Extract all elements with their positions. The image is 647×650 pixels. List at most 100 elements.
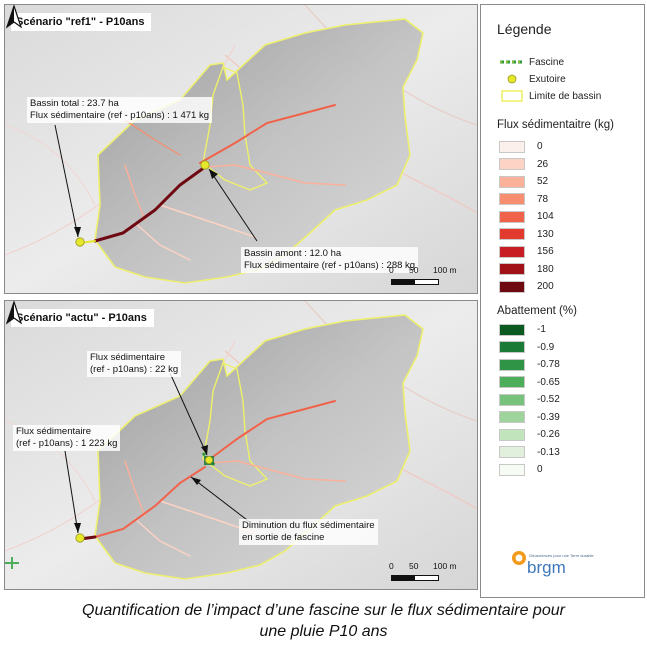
leader-line xyxy=(54,124,79,238)
scale-label: 100 m xyxy=(433,265,457,275)
flux-line xyxy=(159,204,256,238)
abattement-class-label: -0.26 xyxy=(537,429,560,440)
flux-main-channel xyxy=(93,165,207,243)
flux-network xyxy=(79,104,346,261)
edge-mark xyxy=(5,557,19,569)
flux-class-label: 156 xyxy=(537,246,554,257)
outlet-marker-fascine xyxy=(204,455,213,464)
abattement-class-row: -0.26 xyxy=(499,428,560,441)
flux-line xyxy=(134,518,191,557)
exutoire-symbol-icon xyxy=(507,74,517,84)
flux-line xyxy=(199,104,336,164)
flux-swatch xyxy=(499,140,525,153)
outlet-marker-amont xyxy=(200,160,210,170)
abattement-class-label: -0.52 xyxy=(537,394,560,405)
north-arrow-icon xyxy=(5,5,23,29)
scale-bar: 0 50 100 m xyxy=(389,561,457,583)
legend-item-exutoire: Exutoire xyxy=(499,72,566,86)
abattement-legend-title: Abattement (%) xyxy=(497,305,577,317)
flux-class-label: 52 xyxy=(537,176,549,187)
flux-class-row: 200 xyxy=(499,280,554,293)
abattement-swatch xyxy=(499,341,525,353)
svg-text:brgm: brgm xyxy=(527,558,566,577)
arrow-head xyxy=(201,445,208,455)
arrow-head xyxy=(74,523,81,533)
flux-swatch xyxy=(499,193,525,205)
arrow-head xyxy=(209,169,218,179)
note-line: (ref - p10ans) : 22 kg xyxy=(90,364,179,375)
note-line: (ref - p10ans) : 1 223 kg xyxy=(16,438,118,449)
flux-network xyxy=(78,400,346,557)
legend-title: Légende xyxy=(497,21,552,37)
scale-label: 0 xyxy=(389,561,394,571)
note-line: Diminution du flux sédimentaire xyxy=(242,520,375,531)
abattement-class-row: -1 xyxy=(499,323,546,336)
abattement-class-label: -1 xyxy=(537,324,546,335)
scale-label: 100 m xyxy=(433,561,457,571)
basin-boundary xyxy=(94,18,424,284)
abattement-swatch xyxy=(499,376,525,388)
legend-panel: Légende Fascine Exutoire Limite de bassi… xyxy=(480,4,645,598)
map-canvas-ref1 xyxy=(5,5,477,293)
brgm-logo: Géosciences pour une Terre durable brgm xyxy=(512,551,594,577)
outlet-marker-total xyxy=(75,533,85,543)
note-line: Bassin amont : 12.0 ha xyxy=(244,248,342,259)
abattement-swatch xyxy=(499,463,525,476)
caption-line: une pluie P10 ans xyxy=(259,623,388,640)
abattement-class-row: -0.78 xyxy=(499,358,560,371)
basin-boundary xyxy=(94,314,424,580)
flux-class-label: 180 xyxy=(537,263,554,275)
flux-line xyxy=(124,119,181,156)
flux-class-row: 0 xyxy=(499,140,543,153)
flux-class-row: 180 xyxy=(499,263,554,276)
flux-line xyxy=(124,460,146,517)
flux-class-label: 104 xyxy=(537,211,554,222)
flux-reduced-channel xyxy=(94,466,206,538)
scenario-label: Scénario "ref1" - P10ans xyxy=(11,13,152,31)
legend-item-fascine: Fascine xyxy=(499,55,564,69)
scale-label: 50 xyxy=(409,561,419,571)
abattement-class-row: 0 xyxy=(499,463,543,476)
note-line: en sortie de fascine xyxy=(242,532,325,543)
flux-class-label: 200 xyxy=(537,281,554,292)
figure-caption: Quantification de l’impact d’une fascine… xyxy=(0,600,647,642)
legend-label: Limite de bassin xyxy=(529,90,602,102)
abattement-class-row: -0.13 xyxy=(499,446,560,459)
flux-swatch xyxy=(499,228,525,240)
flux-line xyxy=(209,400,336,460)
abattement-class-label: 0 xyxy=(537,464,543,475)
leader-line xyxy=(169,372,208,456)
flux-swatch xyxy=(499,263,525,275)
flux-swatch xyxy=(499,245,525,258)
note-line: Flux sédimentaire xyxy=(90,352,165,363)
flux-swatch xyxy=(499,210,525,223)
fascine-symbol-icon xyxy=(500,60,524,64)
arrow-head xyxy=(74,227,81,237)
note-bassin-total: Bassin total : 23.7 ha Flux sédimentaire… xyxy=(27,97,213,123)
flux-class-row: 78 xyxy=(499,193,548,206)
flux-class-label: 78 xyxy=(537,193,549,205)
scale-label: 0 xyxy=(389,265,394,275)
flux-class-row: 104 xyxy=(499,210,554,223)
note-line: Flux sédimentaire xyxy=(16,426,91,437)
flux-legend-title: Flux sédimentaitre (kg) xyxy=(497,119,614,131)
abattement-class-label: -0.9 xyxy=(537,341,555,353)
flux-line xyxy=(124,164,146,221)
flux-class-label: 130 xyxy=(537,228,554,240)
abattement-class-row: -0.9 xyxy=(499,341,554,354)
svg-text:Géosciences pour une Terre dur: Géosciences pour une Terre durable xyxy=(529,553,594,558)
scale-label: 50 xyxy=(409,265,419,275)
abattement-swatch xyxy=(499,358,525,371)
abattement-class-label: -0.13 xyxy=(537,446,560,458)
basin-limit-symbol-icon xyxy=(501,90,523,102)
flux-swatch xyxy=(499,158,525,170)
legend-label: Fascine xyxy=(529,56,565,68)
note-line: Bassin total : 23.7 ha xyxy=(30,98,119,109)
flux-line xyxy=(209,460,346,482)
abattement-class-label: -0.78 xyxy=(537,359,560,370)
abattement-swatch xyxy=(499,323,525,336)
note-flux-upper: Flux sédimentaire (ref - p10ans) : 22 kg xyxy=(87,351,182,377)
flux-swatch xyxy=(499,175,525,188)
leader-line xyxy=(64,450,79,534)
sub-basin-boundary xyxy=(202,66,269,191)
